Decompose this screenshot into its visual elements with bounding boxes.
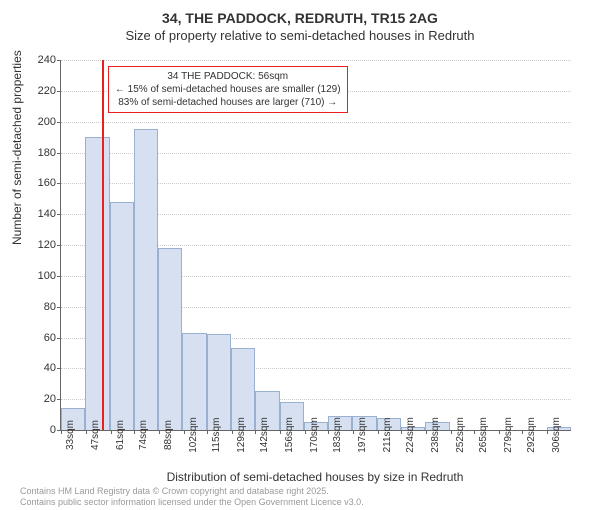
property-marker-line [102,60,104,430]
xtick-mark [61,430,62,434]
ytick-mark [57,214,61,215]
footer-line2: Contains public sector information licen… [20,497,364,508]
annotation-line1: 34 THE PADDOCK: 56sqm [115,70,341,83]
chart-title-line2: Size of property relative to semi-detach… [0,28,600,43]
xtick-label: 47sqm [90,420,101,450]
xtick-label: 197sqm [357,417,368,453]
ytick-mark [57,338,61,339]
histogram-bar [134,129,158,430]
xtick-mark [207,430,208,434]
xtick-label: 142sqm [259,417,270,453]
xtick-mark [86,430,87,434]
xtick-mark [547,430,548,434]
xtick-label: 252sqm [455,417,466,453]
xtick-label: 224sqm [405,417,416,453]
chart-container: 02040608010012014016018020022024033sqm47… [60,60,570,430]
xtick-mark [378,430,379,434]
footer-attribution: Contains HM Land Registry data © Crown c… [20,486,364,508]
xtick-mark [255,430,256,434]
xtick-label: 265sqm [478,417,489,453]
ytick-label: 20 [31,393,56,405]
xtick-label: 156sqm [284,417,295,453]
xtick-mark [305,430,306,434]
ytick-label: 120 [31,239,56,251]
xtick-label: 129sqm [236,417,247,453]
xtick-mark [111,430,112,434]
xtick-label: 102sqm [188,417,199,453]
xtick-label: 170sqm [309,417,320,453]
gridline [61,122,571,123]
footer-line1: Contains HM Land Registry data © Crown c… [20,486,364,497]
xtick-mark [280,430,281,434]
xtick-label: 183sqm [332,417,343,453]
xtick-mark [522,430,523,434]
ytick-mark [57,307,61,308]
xtick-mark [328,430,329,434]
ytick-label: 40 [31,362,56,374]
annotation-line2: ← 15% of semi-detached houses are smalle… [115,83,341,96]
xtick-label: 306sqm [551,417,562,453]
xtick-label: 292sqm [526,417,537,453]
xtick-mark [353,430,354,434]
xtick-mark [451,430,452,434]
ytick-label: 160 [31,177,56,189]
ytick-mark [57,153,61,154]
ytick-mark [57,183,61,184]
ytick-mark [57,276,61,277]
ytick-mark [57,122,61,123]
annotation-line3: 83% of semi-detached houses are larger (… [115,96,341,109]
xtick-label: 211sqm [382,418,393,453]
xtick-mark [159,430,160,434]
annotation-box: 34 THE PADDOCK: 56sqm← 15% of semi-detac… [108,66,348,113]
ytick-label: 0 [31,424,56,436]
xtick-mark [499,430,500,434]
histogram-bar [182,333,206,430]
x-axis-label: Distribution of semi-detached houses by … [60,470,570,484]
xtick-label: 238sqm [430,417,441,453]
histogram-bar [110,202,134,430]
xtick-label: 33sqm [65,420,76,450]
xtick-label: 61sqm [115,420,126,450]
xtick-mark [232,430,233,434]
ytick-mark [57,91,61,92]
ytick-label: 240 [31,54,56,66]
plot-area: 02040608010012014016018020022024033sqm47… [60,60,571,431]
ytick-mark [57,245,61,246]
xtick-label: 279sqm [503,417,514,453]
ytick-label: 60 [31,332,56,344]
histogram-bar [85,137,109,430]
histogram-bar [158,248,182,430]
histogram-bar [207,334,231,430]
ytick-mark [57,60,61,61]
xtick-mark [184,430,185,434]
xtick-mark [401,430,402,434]
xtick-mark [474,430,475,434]
ytick-label: 140 [31,208,56,220]
xtick-mark [426,430,427,434]
xtick-label: 115sqm [211,418,222,453]
gridline [61,60,571,61]
ytick-mark [57,368,61,369]
ytick-label: 200 [31,116,56,128]
xtick-mark [134,430,135,434]
y-axis-label: Number of semi-detached properties [10,50,24,245]
chart-title-line1: 34, THE PADDOCK, REDRUTH, TR15 2AG [0,10,600,26]
xtick-label: 74sqm [138,420,149,450]
ytick-label: 80 [31,301,56,313]
ytick-label: 180 [31,147,56,159]
ytick-mark [57,399,61,400]
ytick-label: 100 [31,270,56,282]
ytick-label: 220 [31,85,56,97]
xtick-label: 88sqm [163,420,174,450]
